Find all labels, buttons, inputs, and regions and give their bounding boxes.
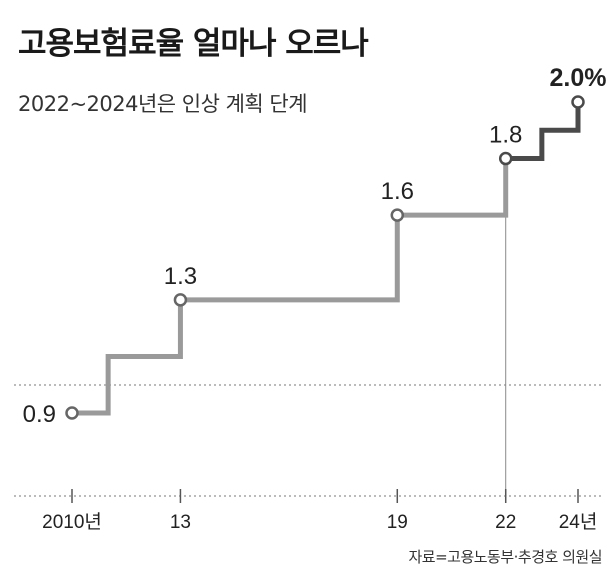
data-label-0: 0.9 xyxy=(23,401,56,428)
x-tick-label-0: 2010년 xyxy=(42,511,102,533)
data-label-4: 2.0% xyxy=(550,64,607,92)
series-line-actual xyxy=(72,158,509,416)
data-point-3 xyxy=(498,151,513,166)
data-label-1: 1.3 xyxy=(164,263,197,290)
series-line-planned xyxy=(505,102,581,162)
chart-subtitle: 2022~2024년은 인상 계획 단계 xyxy=(18,92,308,116)
x-tick-label-3: 22 xyxy=(495,512,516,533)
x-tick-label-1: 13 xyxy=(170,512,191,533)
data-point-2 xyxy=(390,208,405,222)
source-note: 자료=고용노동부·추경호 의원실 xyxy=(408,548,602,566)
x-tick-label-2: 19 xyxy=(387,512,408,533)
chart-title: 고용보험료율 얼마나 오르나 xyxy=(18,26,369,62)
data-label-3: 1.8 xyxy=(489,122,522,149)
data-point-0 xyxy=(65,406,79,420)
x-tick-label-4: 24년 xyxy=(559,511,598,533)
data-point-4 xyxy=(571,95,585,109)
data-point-1 xyxy=(173,293,188,307)
data-label-2: 1.6 xyxy=(381,178,414,205)
